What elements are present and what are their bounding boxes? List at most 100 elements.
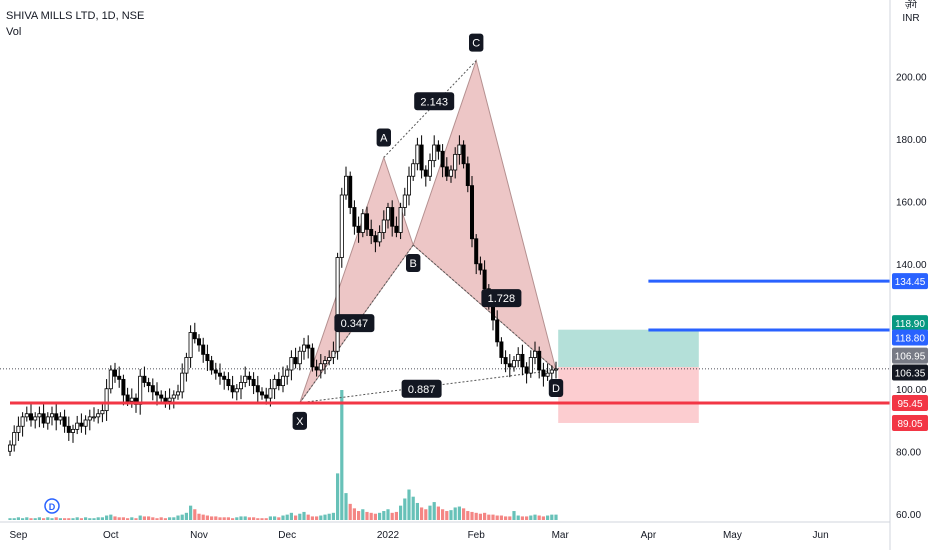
candle-body <box>516 353 521 362</box>
price-tags: 134.45 118.90 118.80 106.95 106.35 95.45 89.05 <box>892 273 928 431</box>
pattern-ratio-label: 2.143 <box>414 92 455 111</box>
horizontal-lines[interactable] <box>10 279 890 405</box>
symbol-title[interactable]: SHIVA MILLS LTD, 1D, NSE <box>6 10 145 22</box>
volume-bar <box>71 518 75 520</box>
price-tag-bg <box>892 329 928 346</box>
time-tick: Feb <box>468 530 486 541</box>
candle-body <box>310 347 315 368</box>
volume-bar <box>537 515 541 520</box>
candle-body <box>251 378 256 387</box>
volume-bar <box>273 516 277 520</box>
volume-bar <box>369 512 373 520</box>
candle-body <box>184 357 189 374</box>
volume-bar <box>407 489 411 520</box>
candle-body <box>37 413 42 418</box>
candle-body <box>259 391 264 396</box>
candle-body <box>201 344 206 355</box>
price-tag-text: 106.95 <box>895 352 926 363</box>
price-tag-bg <box>892 364 928 381</box>
candle-body <box>96 413 101 418</box>
pattern-point-c-bg <box>469 33 484 52</box>
dividend-event-label: D <box>49 502 56 512</box>
pattern-point-b-text: B <box>410 258 417 270</box>
candle-body <box>411 163 416 177</box>
candle-body <box>474 238 479 265</box>
position-zones[interactable] <box>0 329 890 423</box>
candle-body <box>117 375 122 380</box>
volume-bar <box>529 515 533 520</box>
candle-body <box>50 413 55 418</box>
volume-bar <box>541 516 545 520</box>
volume-bar <box>155 518 159 520</box>
currency-line2: INR <box>902 13 919 24</box>
price-tag: 134.45 <box>892 273 928 290</box>
volume-bar <box>462 508 466 520</box>
candle-body <box>146 382 151 387</box>
candle-body <box>499 341 504 358</box>
candle-body <box>348 175 353 208</box>
candle-body <box>293 357 298 365</box>
volume-bar <box>336 473 340 520</box>
volume-bar <box>470 511 474 520</box>
candle-body <box>533 350 538 358</box>
volume-bar <box>457 506 461 520</box>
candle-body <box>7 444 12 452</box>
volume-bar <box>231 518 235 520</box>
pattern-labels[interactable]: X A B C D 0.347 2.143 1.728 0.887 <box>292 33 564 430</box>
volume-bar <box>533 514 537 520</box>
candle-body <box>87 416 92 421</box>
volume-bar <box>516 515 520 520</box>
candle-body <box>243 375 248 383</box>
volume-bar <box>382 511 386 520</box>
dividend-event-badge[interactable] <box>44 498 60 514</box>
volume-legend[interactable]: Vol <box>6 26 22 38</box>
volume-bar <box>222 517 226 520</box>
candle-body <box>507 363 512 368</box>
volume-bar <box>163 518 167 520</box>
volume-bar <box>424 509 428 520</box>
pattern-point-a: A <box>376 128 391 147</box>
price-tag: 106.95 <box>892 347 928 364</box>
pattern-point-x-text: X <box>296 416 304 428</box>
candle-body <box>45 416 50 424</box>
candle-body <box>66 425 71 433</box>
volume-bar <box>348 503 352 520</box>
candle-body <box>192 332 197 340</box>
pattern-point-a-text: A <box>380 133 388 145</box>
volume-bar <box>247 517 251 520</box>
candle-body <box>58 416 63 421</box>
volume-bar <box>294 515 298 520</box>
pattern-ratio-label: 1.728 <box>481 289 522 308</box>
volume-bar <box>189 505 193 520</box>
volume-bar <box>306 514 310 520</box>
time-tick: Oct <box>103 530 119 541</box>
candle-body <box>373 235 378 243</box>
volume-bar <box>121 517 125 520</box>
pattern-ratio-label-text: 0.347 <box>341 318 369 330</box>
time-axis[interactable]: Sep Oct Nov Dec 2022 Feb Mar Apr May Jun <box>10 530 829 541</box>
candle-body <box>461 144 466 165</box>
pattern-ratio-label: 0.887 <box>401 379 442 398</box>
candle-body <box>196 338 201 346</box>
volume-bar <box>357 511 361 520</box>
pattern-point-d: D <box>548 379 564 397</box>
candle-body <box>129 397 134 402</box>
price-tag-bg <box>892 414 928 431</box>
candle-body <box>440 150 445 168</box>
volume-bar <box>340 390 344 520</box>
volume-bar <box>281 515 285 520</box>
price-tick: 180.00 <box>896 135 927 146</box>
candle-body <box>71 428 76 433</box>
volume-bar <box>134 518 138 520</box>
candle-body <box>205 353 210 362</box>
candle-body <box>537 350 542 371</box>
price-tick: 140.00 <box>896 260 927 271</box>
price-tag: 106.35 <box>892 364 928 381</box>
volume-bar <box>46 517 50 520</box>
candle-body <box>306 344 311 349</box>
volume-bar <box>201 514 205 520</box>
price-tag: 118.80 <box>892 329 928 346</box>
time-tick: Dec <box>278 530 296 541</box>
volume-bar <box>256 518 260 520</box>
